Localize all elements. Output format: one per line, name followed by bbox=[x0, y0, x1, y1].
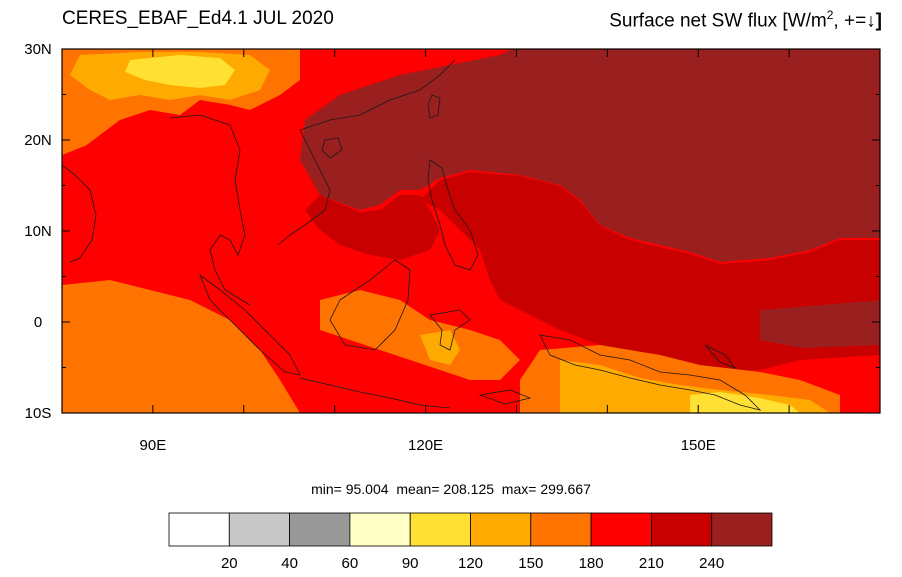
x-tick-label: 150E bbox=[681, 437, 716, 454]
field-region-orange-south-indian bbox=[62, 280, 300, 413]
field-region-c80000-pacific bbox=[420, 172, 880, 372]
colorbar-box bbox=[470, 512, 532, 547]
title-right-close: ] bbox=[875, 10, 882, 32]
coast-china-south bbox=[299, 59, 456, 131]
colorbar-box bbox=[409, 512, 471, 547]
coast-philippines bbox=[427, 159, 479, 271]
stat-max-label: max= bbox=[501, 481, 537, 497]
coast-sumatra bbox=[199, 273, 301, 376]
colorbar-label: 120 bbox=[458, 555, 483, 572]
coast-new-guinea bbox=[539, 334, 762, 411]
coast-timor bbox=[478, 389, 532, 405]
x-tick-label: 90E bbox=[140, 437, 167, 454]
colorbar-label: 40 bbox=[281, 555, 298, 572]
colorbar-label: 180 bbox=[579, 555, 604, 572]
field-region-red-band bbox=[62, 125, 270, 290]
stat-min-label: min= bbox=[311, 481, 342, 497]
colorbar-box bbox=[530, 512, 592, 547]
stat-mean-label: mean= bbox=[396, 481, 440, 497]
y-tick-label: 0 bbox=[34, 314, 42, 331]
colorbar-label: 150 bbox=[518, 555, 543, 572]
field-statistics: min= 95.004 mean= 208.125 max= 299.667 bbox=[0, 481, 902, 497]
colorbar-label: 210 bbox=[639, 555, 664, 572]
colorbar-box bbox=[349, 512, 411, 547]
colorbar-label: 20 bbox=[221, 555, 238, 572]
down-arrow-icon: ↓ bbox=[866, 10, 876, 32]
map-title-right: Surface net SW flux [W/m2, +=↓] bbox=[609, 8, 882, 32]
flux-field bbox=[62, 49, 880, 413]
colorbar-box bbox=[228, 512, 291, 547]
coast-sulawesi bbox=[429, 309, 471, 351]
coast-borneo bbox=[329, 259, 411, 351]
coast-vietnam bbox=[277, 129, 331, 246]
colorbar-label: 90 bbox=[402, 555, 419, 572]
field-region-c80000-scs bbox=[305, 195, 440, 260]
field-region-darkred-east bbox=[760, 300, 880, 348]
coast-taiwan bbox=[427, 94, 441, 119]
field-region-amber-java bbox=[420, 330, 460, 365]
title-right-suffix: , += bbox=[833, 10, 867, 32]
colorbar: 20 40 60 90 120 150 180 210 240 bbox=[168, 512, 773, 572]
field-region-darkred-north bbox=[300, 49, 880, 262]
map-title-left: CERES_EBAF_Ed4.1 JUL 2020 bbox=[62, 8, 334, 29]
colorbar-box bbox=[651, 512, 713, 547]
y-tick-label: 20N bbox=[24, 132, 52, 149]
coast-hainan bbox=[321, 137, 343, 159]
axis-tick-labels: 30N 20N 10N 0 10S 90E 120E 150E bbox=[24, 41, 716, 454]
y-tick-label: 10S bbox=[25, 405, 52, 422]
coast-bismarck bbox=[704, 344, 737, 369]
coast-india-bay bbox=[62, 164, 97, 263]
title-right-prefix: Surface net SW flux [W/m bbox=[609, 10, 827, 32]
field-region-yellow-png bbox=[690, 392, 800, 413]
coastlines bbox=[62, 59, 762, 411]
colorbar-label: 60 bbox=[342, 555, 359, 572]
axis-ticks bbox=[61, 48, 881, 414]
colorbar-box bbox=[711, 512, 773, 547]
stat-min-value: 95.004 bbox=[345, 481, 389, 497]
stat-mean-value: 208.125 bbox=[443, 481, 495, 497]
coast-indochina bbox=[169, 114, 251, 306]
x-tick-label: 120E bbox=[408, 437, 443, 454]
colorbar-box bbox=[590, 512, 652, 547]
stat-max-value: 299.667 bbox=[540, 481, 591, 497]
y-tick-label: 10N bbox=[24, 223, 52, 240]
field-region-yellow-nw bbox=[125, 55, 235, 88]
title-right-superscript: 2 bbox=[826, 8, 834, 22]
y-tick-label: 30N bbox=[24, 41, 52, 58]
colorbar-label: 240 bbox=[699, 555, 724, 572]
colorbar-box bbox=[289, 512, 351, 547]
coast-java bbox=[299, 377, 451, 409]
colorbar-box bbox=[168, 512, 230, 547]
